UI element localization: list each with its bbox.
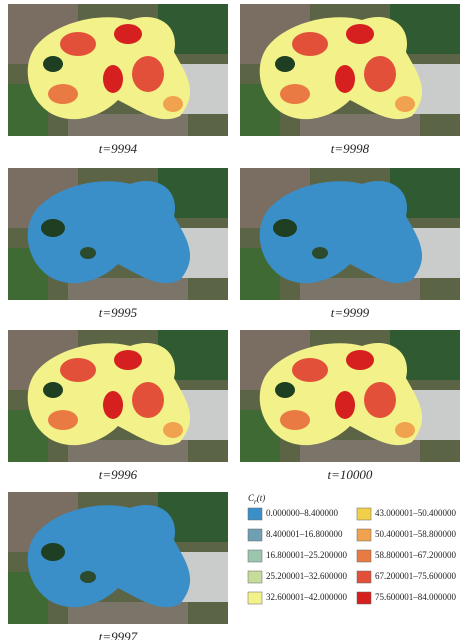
legend-swatch	[357, 592, 371, 604]
map-panel	[8, 492, 228, 624]
map-panel	[240, 168, 460, 300]
panel-caption: t=9996	[99, 467, 138, 482]
panel-caption: t=10000	[328, 467, 373, 482]
legend-swatch	[248, 529, 262, 541]
panel-caption: t=9999	[331, 305, 370, 320]
map-panel	[8, 4, 228, 136]
legend-label: 67.200001–75.600000	[375, 571, 457, 581]
legend-label: 58.800001–67.200000	[375, 550, 457, 560]
map-image	[8, 492, 228, 624]
legend-label: 25.200001–32.600000	[266, 571, 348, 581]
legend-label: 16.800001–25.200000	[266, 550, 348, 560]
legend-swatch	[357, 550, 371, 562]
legend-swatch	[357, 529, 371, 541]
map-image	[240, 330, 460, 462]
legend-label: 75.600001–84.000000	[375, 592, 457, 602]
legend-swatch	[357, 508, 371, 520]
map-image	[240, 4, 460, 136]
map-image	[8, 330, 228, 462]
map-panel	[240, 4, 460, 136]
legend-swatch	[248, 508, 262, 520]
map-panel	[240, 330, 460, 462]
map-image	[240, 168, 460, 300]
legend-label: 0.000000–8.400000	[266, 508, 339, 518]
legend-swatch	[357, 571, 371, 583]
panel-caption: t=9995	[99, 305, 138, 320]
legend-label: 50.400001–58.800000	[375, 529, 457, 539]
legend-label: 43.000001–50.400000	[375, 508, 457, 518]
legend-title-tail: (t)	[257, 493, 266, 503]
map-panel	[8, 168, 228, 300]
panel-caption: t=9997	[99, 629, 138, 640]
figure-svg: t=9994 t=9998 t=9995 t=9999 t=9996 t=10000 t=9…	[0, 0, 466, 640]
figure: t=9994 t=9998 t=9995 t=9999 t=9996 t=10000 t=9…	[0, 0, 466, 640]
legend-label: 8.400001–16.800000	[266, 529, 343, 539]
map-image	[8, 168, 228, 300]
panel-caption: t=9994	[99, 141, 138, 156]
legend: Cr(t)0.000000–8.400000 43.000001–50.40000…	[248, 493, 457, 604]
legend-swatch	[248, 550, 262, 562]
map-image	[8, 4, 228, 136]
legend-swatch	[248, 571, 262, 583]
legend-label: 32.600001–42.000000	[266, 592, 348, 602]
map-panel	[8, 330, 228, 462]
legend-swatch	[248, 592, 262, 604]
legend-title: Cr(t)	[248, 493, 265, 506]
panel-caption: t=9998	[331, 141, 370, 156]
